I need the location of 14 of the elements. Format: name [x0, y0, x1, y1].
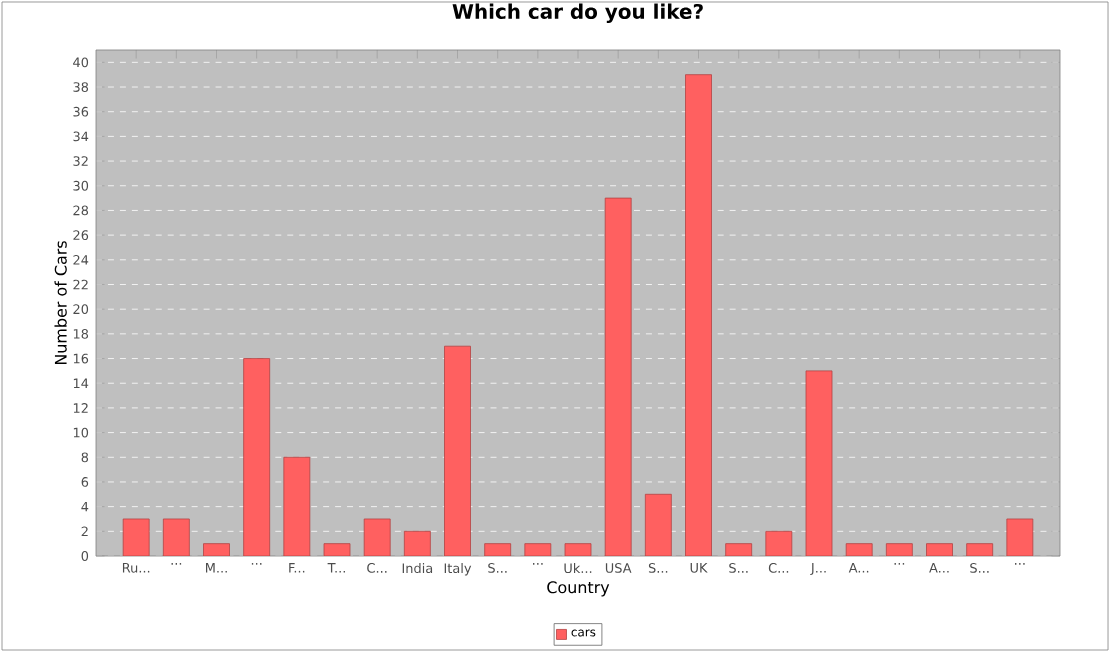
bar [604, 197, 632, 556]
bar [805, 370, 833, 556]
bar [685, 74, 712, 556]
chart-title: Which car do you like? [452, 3, 703, 24]
bar [122, 518, 150, 556]
bar [765, 531, 792, 556]
bar [644, 493, 672, 556]
bar [283, 456, 311, 556]
bar [444, 345, 471, 556]
bar [243, 358, 270, 556]
bar [1006, 518, 1034, 556]
bar [404, 531, 431, 556]
bar [363, 518, 391, 556]
bar [162, 518, 190, 556]
